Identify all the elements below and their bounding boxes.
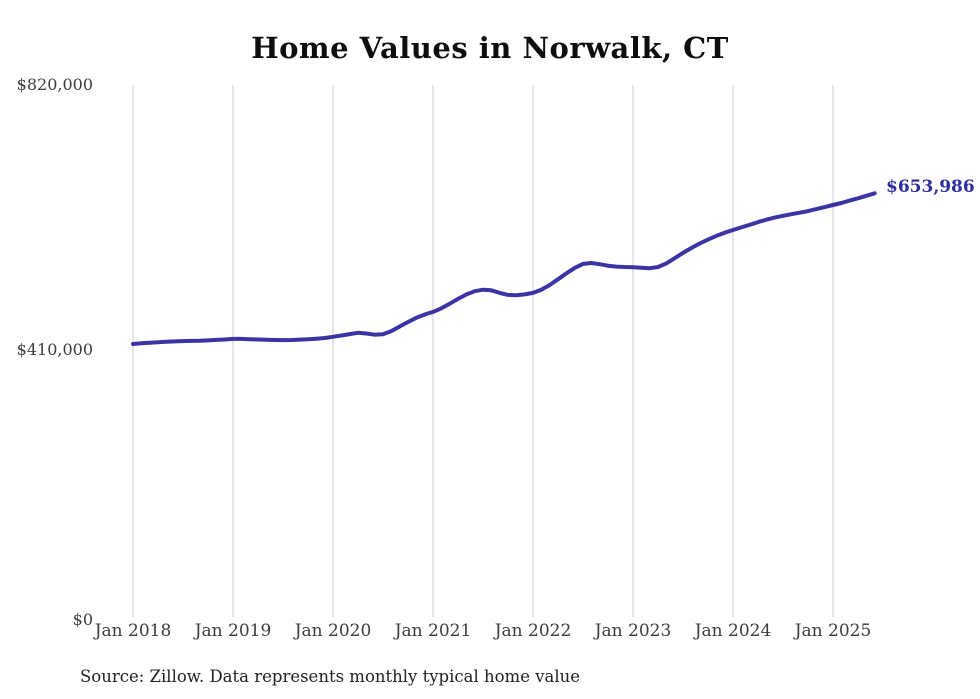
- chart-title: Home Values in Norwalk, CT: [251, 31, 729, 65]
- x-tick-label-2022: Jan 2022: [494, 621, 572, 641]
- gridlines: [132, 85, 834, 617]
- x-tick-label-2025: Jan 2025: [794, 621, 872, 641]
- y-tick-label-410000: $410,000: [16, 340, 93, 359]
- x-tick-label-2019: Jan 2019: [194, 621, 272, 641]
- source-note: Source: Zillow. Data represents monthly …: [80, 667, 581, 686]
- x-tick-label-2023: Jan 2023: [594, 621, 672, 641]
- y-tick-label-820000: $820,000: [16, 75, 93, 94]
- home-value-line: [131, 191, 877, 346]
- x-tick-label-2020: Jan 2020: [294, 621, 372, 641]
- x-tick-label-2018: Jan 2018: [94, 621, 172, 641]
- y-tick-label-0: $0: [72, 610, 93, 629]
- x-tick-label-2024: Jan 2024: [694, 621, 772, 641]
- end-value-label: $653,986: [886, 177, 975, 197]
- x-tick-label-2021: Jan 2021: [394, 621, 472, 641]
